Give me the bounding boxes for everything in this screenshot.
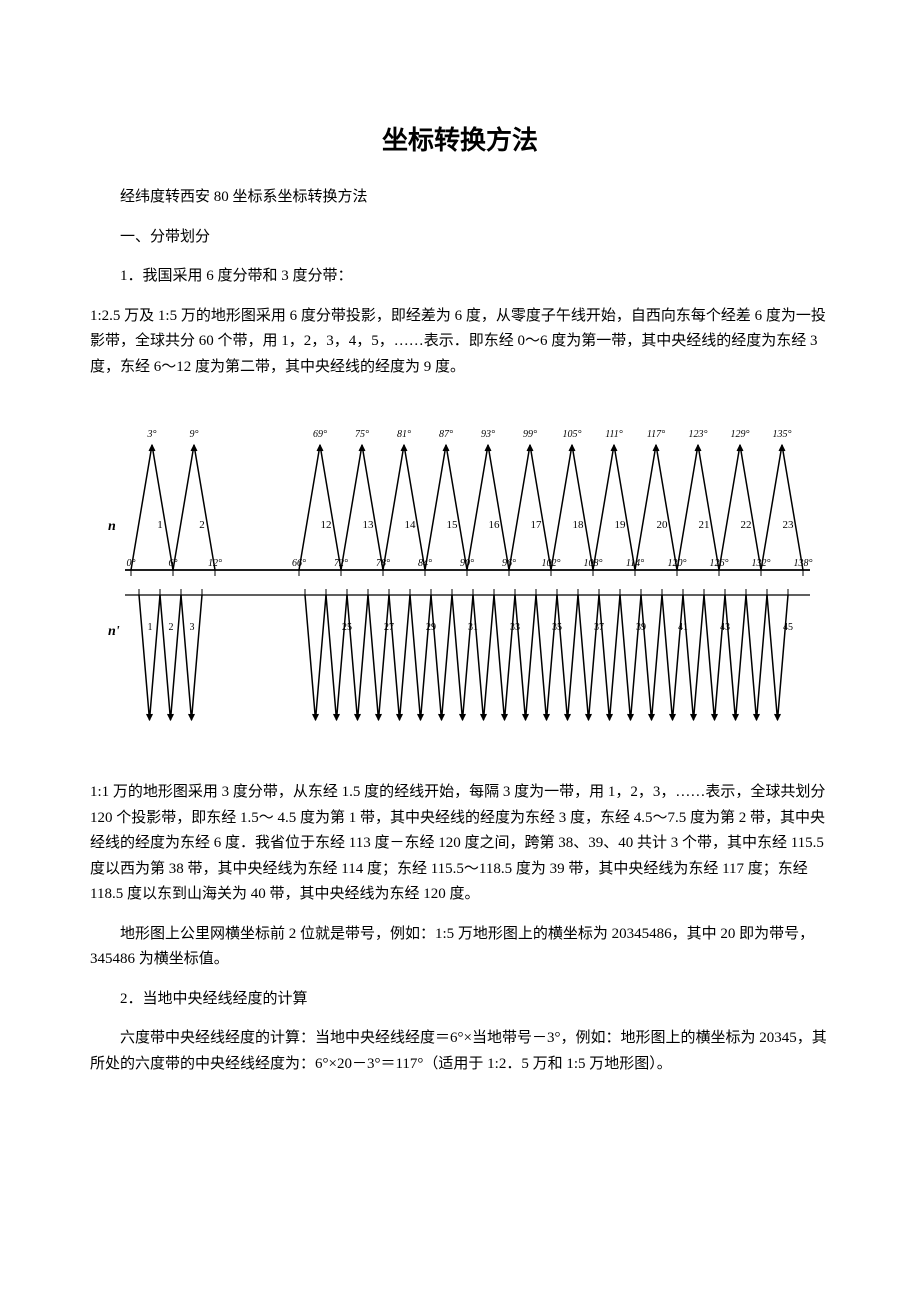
svg-text:31: 31 [468,622,478,633]
svg-text:16: 16 [489,519,501,531]
svg-text:138°: 138° [794,558,813,569]
svg-text:117°: 117° [647,429,665,440]
svg-text:29: 29 [426,622,436,633]
svg-text:78°: 78° [376,558,390,569]
svg-text:84°: 84° [418,558,432,569]
svg-text:12: 12 [321,519,332,531]
svg-text:18: 18 [573,519,585,531]
svg-text:132°: 132° [752,558,771,569]
svg-text:75°: 75° [355,429,369,440]
svg-text:123°: 123° [689,429,708,440]
svg-text:23: 23 [783,519,795,531]
svg-text:135°: 135° [773,429,792,440]
svg-text:105°: 105° [563,429,582,440]
svg-text:3: 3 [190,622,195,633]
page-title: 坐标转换方法 [90,120,830,157]
svg-text:22: 22 [741,519,752,531]
svg-text:72°: 72° [334,558,348,569]
svg-text:96°: 96° [502,558,516,569]
svg-text:20: 20 [657,519,669,531]
svg-text:14: 14 [405,519,417,531]
svg-text:17: 17 [531,519,543,531]
svg-text:n': n' [108,624,120,639]
paragraph-2: 2．当地中央经线经度的计算 [90,987,830,1013]
svg-text:12°: 12° [208,558,222,569]
svg-text:66°: 66° [292,558,306,569]
svg-text:1: 1 [157,519,163,531]
svg-text:69°: 69° [313,429,327,440]
svg-text:43: 43 [720,622,730,633]
svg-text:6°: 6° [169,558,178,569]
paragraph-1-1: 1．我国采用 6 度分带和 3 度分带： [90,264,830,290]
svg-text:19: 19 [615,519,627,531]
svg-text:15: 15 [447,519,459,531]
svg-text:2: 2 [169,622,174,633]
paragraph-section-1: 一、分带划分 [90,225,830,251]
svg-text:21: 21 [699,519,710,531]
svg-text:111°: 111° [605,429,623,440]
paragraph-3deg-desc: 1:1 万的地形图采用 3 度分带，从东经 1.5 度的经线开始，每隔 3 度为… [90,780,830,908]
paragraph-subtitle: 经纬度转西安 80 坐标系坐标转换方法 [90,185,830,211]
svg-text:25: 25 [342,622,352,633]
svg-text:9°: 9° [190,429,199,440]
svg-text:129°: 129° [731,429,750,440]
svg-text:120°: 120° [668,558,687,569]
svg-text:13: 13 [363,519,375,531]
svg-text:39: 39 [636,622,646,633]
svg-text:126°: 126° [710,558,729,569]
paragraph-6deg-calc: 六度带中央经线经度的计算：当地中央经线经度＝6°×当地带号－3°，例如：地形图上… [90,1026,830,1077]
svg-text:102°: 102° [542,558,561,569]
svg-text:45: 45 [783,622,793,633]
svg-text:27: 27 [384,622,394,633]
svg-text:41: 41 [678,622,688,633]
svg-text:90°: 90° [460,558,474,569]
svg-text:2: 2 [199,519,205,531]
zone-diagram-svg: 3°9°69°75°81°87°93°99°105°111°117°123°12… [90,410,830,740]
svg-text:108°: 108° [584,558,603,569]
paragraph-6deg-desc: 1:2.5 万及 1:5 万的地形图采用 6 度分带投影，即经差为 6 度，从零… [90,304,830,381]
svg-text:3°: 3° [147,429,157,440]
paragraph-grid-code: 地形图上公里网横坐标前 2 位就是带号，例如：1:5 万地形图上的横坐标为 20… [90,922,830,973]
svg-text:1: 1 [148,622,153,633]
svg-text:87°: 87° [439,429,453,440]
svg-text:0°: 0° [127,558,136,569]
svg-text:81°: 81° [397,429,411,440]
svg-text:33: 33 [510,622,520,633]
svg-text:99°: 99° [523,429,537,440]
zone-diagram: 3°9°69°75°81°87°93°99°105°111°117°123°12… [90,410,830,740]
svg-text:n: n [108,519,116,534]
svg-text:114°: 114° [626,558,644,569]
svg-text:37: 37 [594,622,604,633]
svg-text:35: 35 [552,622,562,633]
svg-text:93°: 93° [481,429,495,440]
